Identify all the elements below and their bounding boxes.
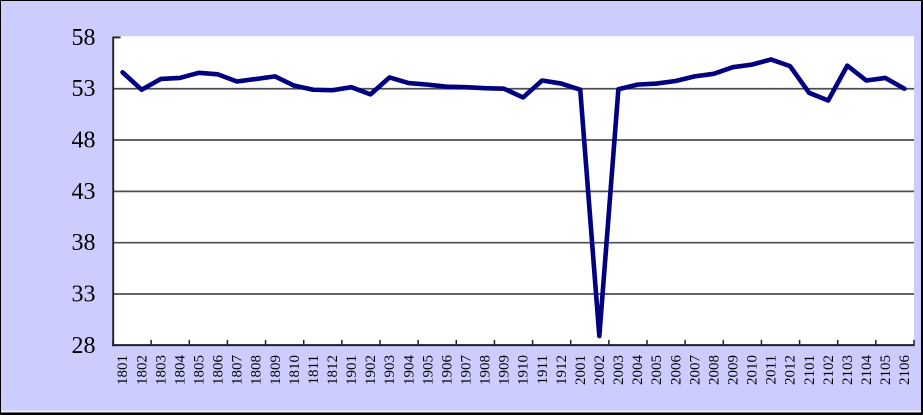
svg-text:2101: 2101 <box>802 355 818 385</box>
svg-text:2011: 2011 <box>764 355 780 384</box>
svg-text:1801: 1801 <box>115 355 131 385</box>
svg-text:2104: 2104 <box>859 355 875 386</box>
svg-text:2008: 2008 <box>706 355 722 385</box>
svg-text:1810: 1810 <box>287 355 303 385</box>
svg-text:1903: 1903 <box>382 355 398 385</box>
svg-text:53: 53 <box>72 76 96 102</box>
svg-text:1802: 1802 <box>134 355 150 385</box>
svg-text:2105: 2105 <box>878 355 894 385</box>
svg-text:1809: 1809 <box>268 355 284 385</box>
svg-text:2004: 2004 <box>630 355 646 386</box>
svg-text:1805: 1805 <box>192 355 208 385</box>
svg-text:2006: 2006 <box>668 355 684 386</box>
svg-text:48: 48 <box>72 128 96 154</box>
svg-text:1804: 1804 <box>172 355 188 386</box>
svg-text:2005: 2005 <box>649 355 665 385</box>
svg-text:1909: 1909 <box>497 355 513 385</box>
svg-text:1811: 1811 <box>306 355 322 384</box>
svg-text:2002: 2002 <box>592 355 608 385</box>
svg-text:38: 38 <box>72 230 96 256</box>
svg-text:2009: 2009 <box>726 355 742 385</box>
svg-text:58: 58 <box>72 25 96 51</box>
svg-text:1907: 1907 <box>459 355 475 386</box>
svg-text:33: 33 <box>72 281 96 307</box>
svg-text:2001: 2001 <box>573 355 589 385</box>
svg-text:2003: 2003 <box>611 355 627 385</box>
svg-text:2012: 2012 <box>783 355 799 385</box>
svg-text:1812: 1812 <box>325 355 341 385</box>
svg-text:1904: 1904 <box>401 355 417 386</box>
svg-text:1803: 1803 <box>153 355 169 385</box>
svg-text:1908: 1908 <box>478 355 494 385</box>
svg-text:1901: 1901 <box>344 355 360 385</box>
svg-text:1906: 1906 <box>439 355 455 386</box>
svg-text:1911: 1911 <box>535 355 551 384</box>
svg-text:28: 28 <box>72 333 96 359</box>
svg-text:2007: 2007 <box>687 355 703 386</box>
svg-text:1902: 1902 <box>363 355 379 385</box>
svg-text:1912: 1912 <box>554 355 570 385</box>
svg-text:1807: 1807 <box>230 355 246 386</box>
svg-text:43: 43 <box>72 179 96 205</box>
svg-text:1808: 1808 <box>249 355 265 385</box>
svg-text:2102: 2102 <box>821 355 837 385</box>
svg-text:1806: 1806 <box>211 355 227 386</box>
svg-text:1910: 1910 <box>516 355 532 385</box>
svg-text:2010: 2010 <box>745 355 761 385</box>
svg-text:1905: 1905 <box>420 355 436 385</box>
svg-text:2103: 2103 <box>840 355 856 385</box>
svg-text:2106: 2106 <box>897 355 913 386</box>
